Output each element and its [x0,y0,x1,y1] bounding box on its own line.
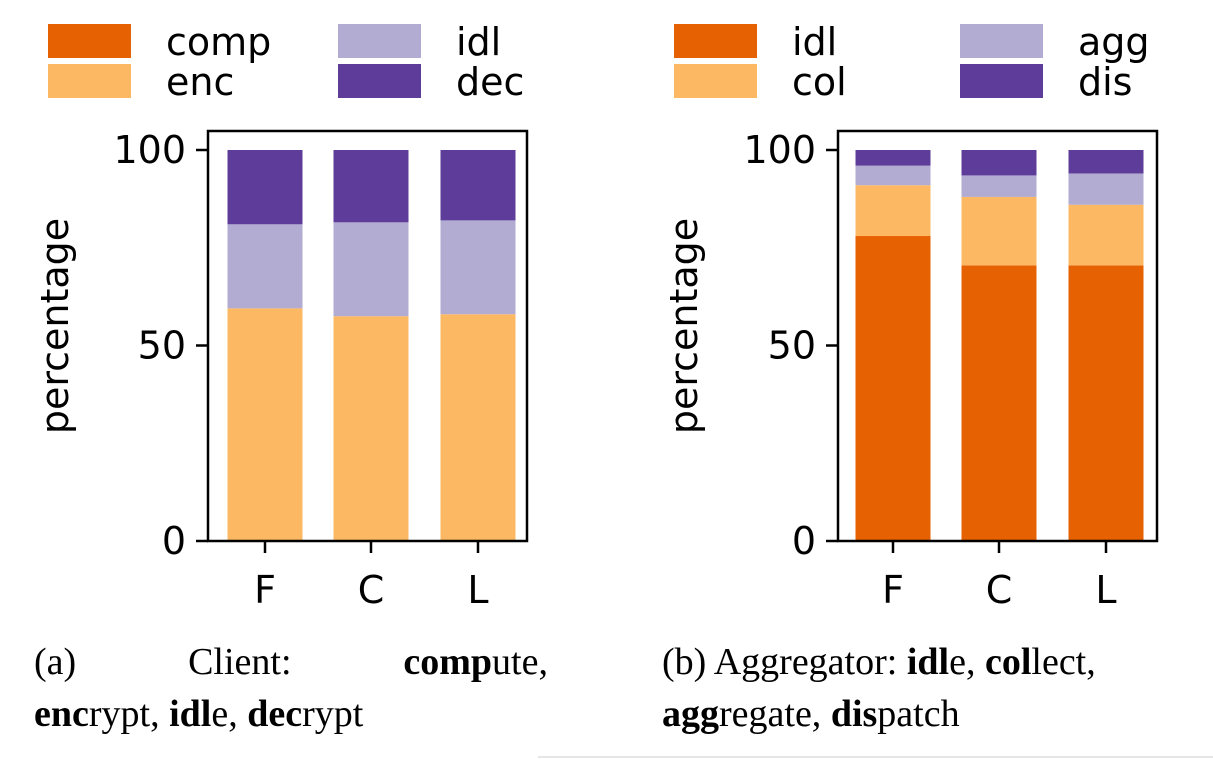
x-tick-label: L [467,568,488,612]
caption-prefix: Client: [188,641,292,683]
bar-col-L [1068,204,1144,266]
y-tick-label: 100 [743,128,816,172]
caption-term: idle, [169,693,238,735]
bar-enc-L [440,314,516,541]
caption-label: (b) [662,641,707,683]
legend-swatch-col [674,64,757,98]
x-tick-label: C [986,568,1013,612]
legend-label-idl: idl [792,20,837,64]
bar-enc-F [227,308,303,541]
legend-swatch-idl [338,24,421,58]
legend-label-dis: dis [1078,60,1132,104]
caption-term: dispatch [830,693,960,735]
bar-idl-C [333,222,409,317]
x-tick-label: C [358,568,385,612]
legend-swatch-agg [960,24,1043,58]
caption-aggregator: (b) Aggregator: idle, collect, aggregate… [662,636,1202,740]
bar-idl-C [961,265,1037,541]
bar-idl-F [227,224,303,309]
bar-col-C [961,196,1037,266]
bar-enc-C [333,316,409,541]
legend-label-dec: dec [456,60,524,104]
y-axis-label: percentage [33,218,77,434]
y-axis-label: percentage [662,218,706,434]
legend-label-comp: comp [166,20,271,64]
caption-term: collect, [984,641,1096,683]
caption-term: aggregate, [662,693,822,735]
caption-term: compute, [403,641,548,683]
axes-frame [206,129,529,543]
bar-agg-L [1068,173,1144,205]
x-tick-label: L [1095,568,1116,612]
y-tick-label: 100 [113,128,186,172]
caption-label: (a) [34,641,77,683]
legend-label-col: col [792,60,847,104]
bar-dis-L [1068,150,1144,174]
bar-dec-F [227,150,303,225]
bar-agg-C [961,175,1037,197]
caption-prefix: Aggregator: [713,641,898,683]
legend-swatch-comp [48,24,131,58]
legend-swatch-enc [48,64,131,98]
y-tick-label: 0 [792,519,816,563]
caption-term: idle, [906,641,976,683]
y-tick-label: 0 [162,519,186,563]
caption-client: (a) Client: compute, encrypt, idle, decr… [34,636,554,740]
caption-term: decrypt [247,693,364,735]
bar-dis-C [961,150,1037,176]
x-tick-label: F [254,568,276,612]
legend-label-agg: agg [1078,20,1150,64]
legend-label-idl: idl [456,20,501,64]
bar-idl-F [855,236,931,541]
legend-swatch-dis [960,64,1043,98]
bar-col-F [855,185,931,237]
bar-dis-F [855,150,931,166]
caption-term: encrypt, [34,693,160,735]
bar-idl-L [1068,265,1144,541]
bar-idl-L [440,220,516,315]
y-tick-label: 50 [138,324,186,368]
legend-label-enc: enc [166,60,234,104]
bar-dec-L [440,150,516,221]
y-tick-label: 50 [768,324,816,368]
x-tick-label: F [882,568,904,612]
divider [538,756,1213,758]
legend-swatch-dec [338,64,421,98]
bar-agg-F [855,165,931,186]
bar-dec-C [333,150,409,223]
axes-frame [836,129,1159,543]
legend-swatch-idl [674,24,757,58]
